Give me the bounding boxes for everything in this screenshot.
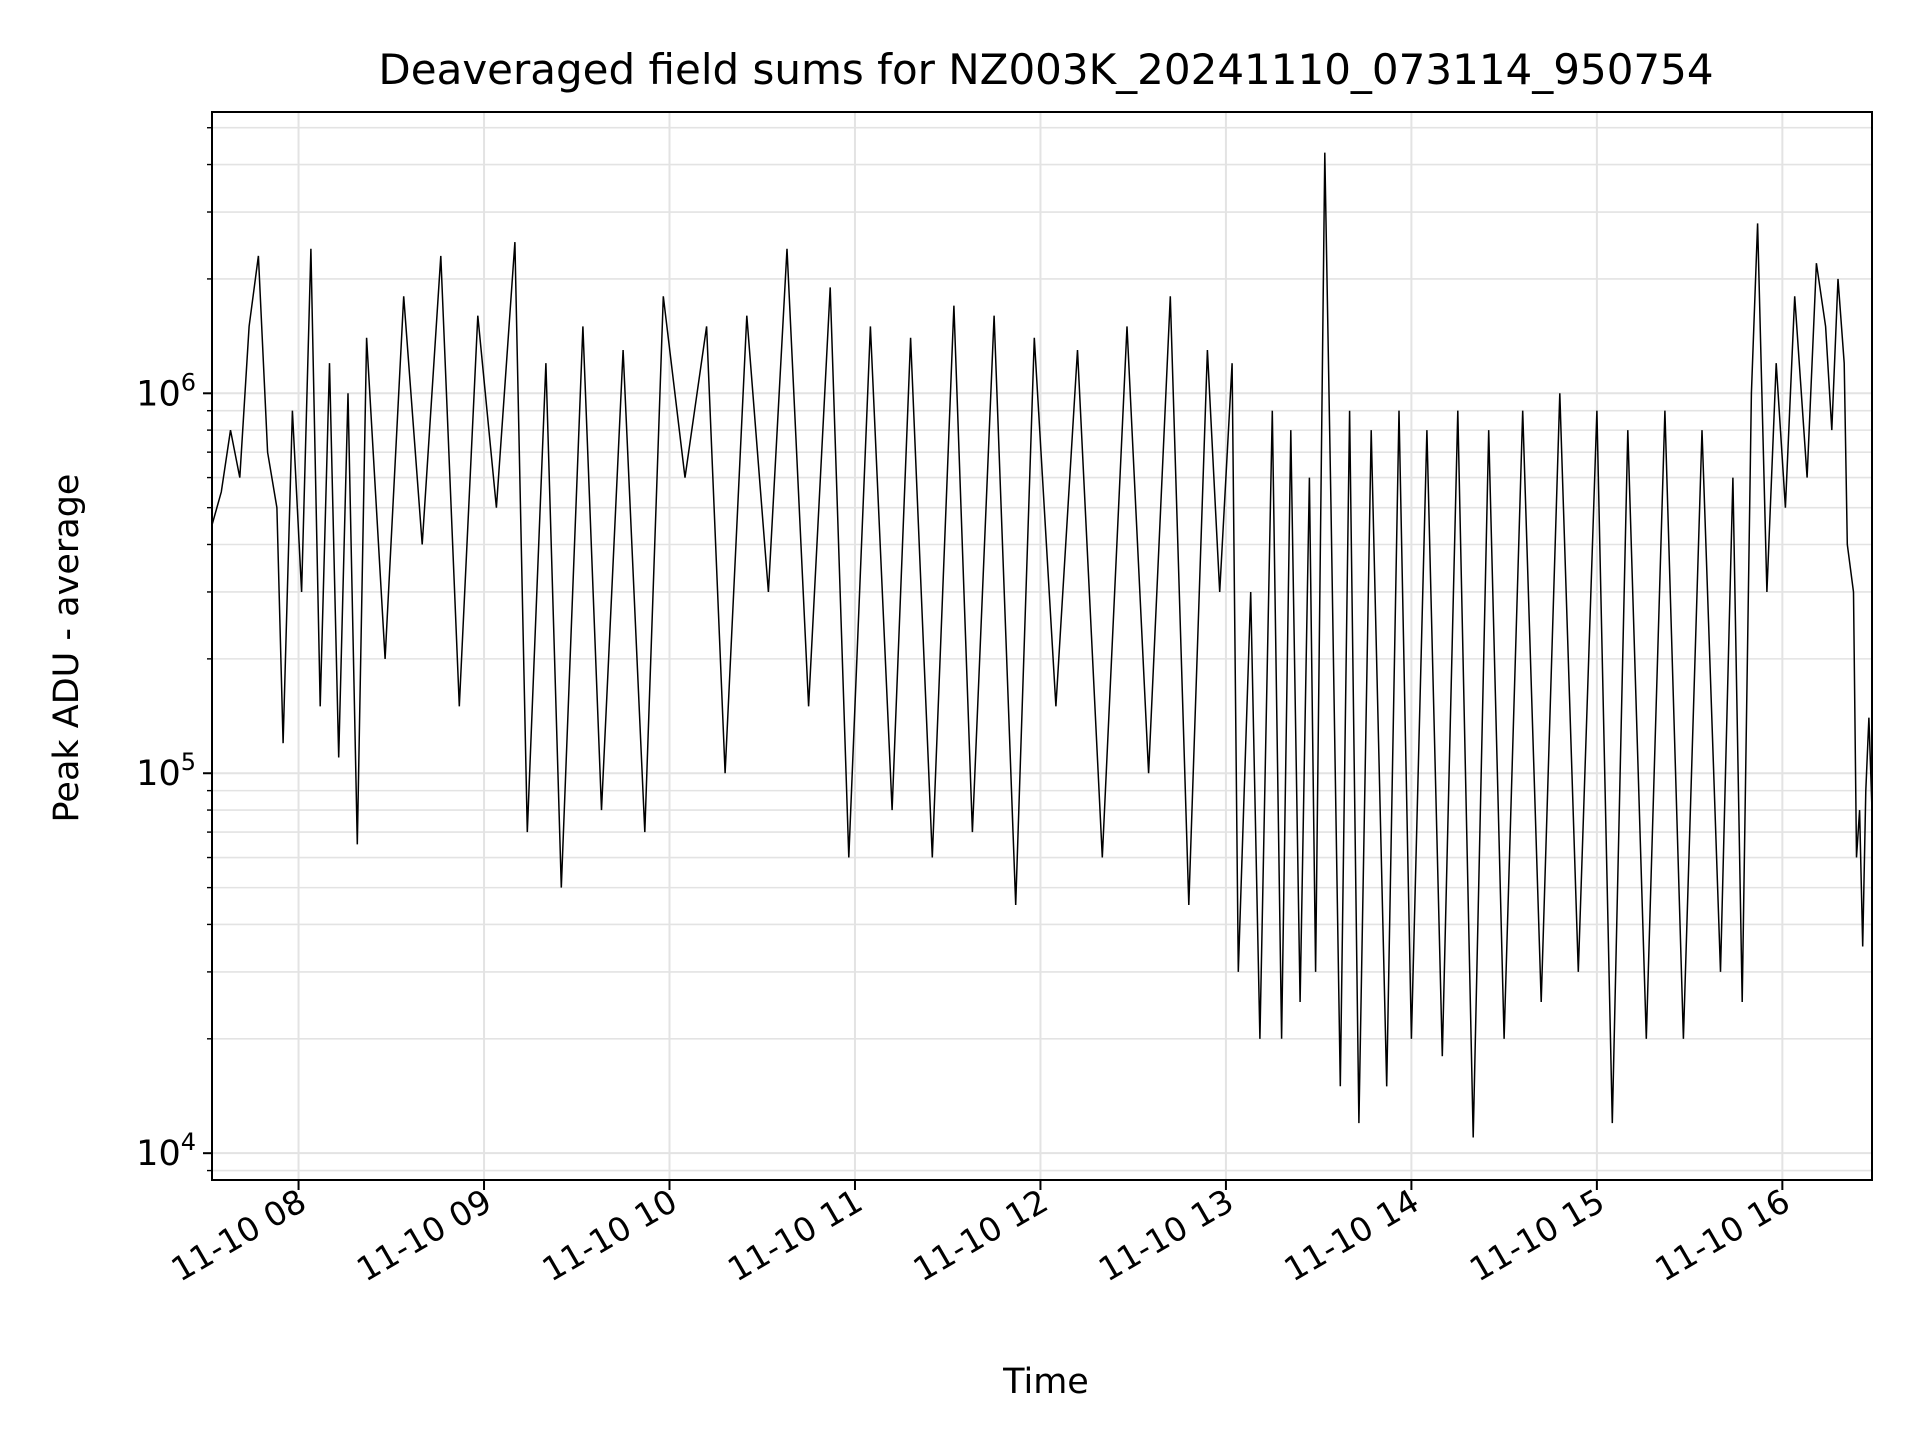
- y-tick-label: 105: [136, 748, 196, 794]
- x-tick-label: 11-10 12: [906, 1181, 1054, 1289]
- x-tick-label: 11-10 16: [1648, 1181, 1796, 1289]
- grid: [212, 112, 1872, 1180]
- plot-frame: [211, 111, 1873, 1181]
- x-tick-label: 11-10 13: [1092, 1181, 1240, 1289]
- x-tick-label: 11-10 09: [350, 1181, 498, 1289]
- x-tick-label: 11-10 08: [165, 1181, 313, 1289]
- chart-title: Deaveraged field sums for NZ003K_2024111…: [378, 45, 1713, 94]
- y-tick-label: 104: [136, 1128, 196, 1174]
- y-axis-label: Peak ADU - average: [47, 474, 87, 823]
- x-tick-label: 11-10 11: [721, 1181, 869, 1289]
- y-tick-label: 106: [136, 368, 196, 414]
- x-tick-label: 11-10 14: [1277, 1181, 1425, 1289]
- x-axis-label: Time: [1002, 1362, 1089, 1402]
- x-tick-label: 11-10 10: [536, 1181, 684, 1289]
- data-series-line: [211, 152, 1873, 1138]
- series-layer: [211, 152, 1873, 1138]
- x-tick-label: 11-10 15: [1463, 1181, 1611, 1289]
- axis-ticks: 11-10 08 11-10 09 11-10 10 11-10 11 11-10 12…: [136, 127, 1796, 1289]
